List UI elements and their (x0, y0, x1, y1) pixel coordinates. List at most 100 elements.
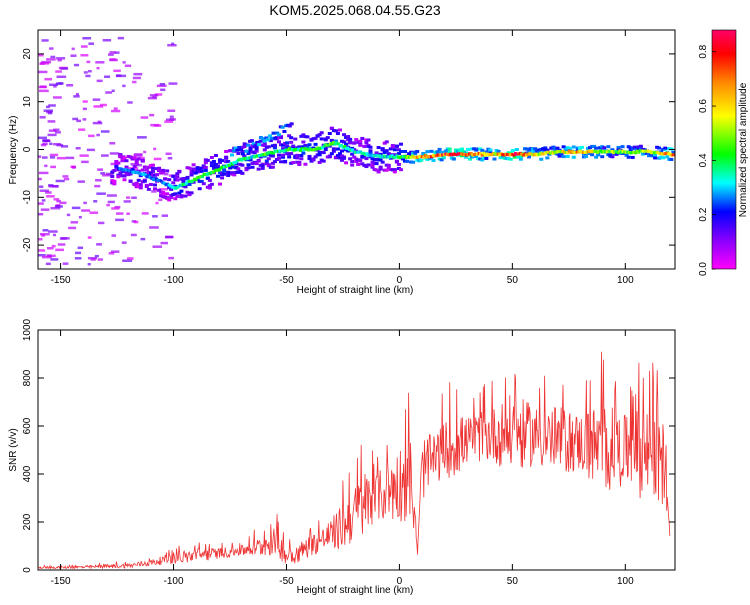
spectrogram-halo-cell (636, 145, 641, 149)
spectrogram-halo-cell (368, 145, 373, 149)
spectrogram-noise-cell (71, 206, 81, 210)
spectrogram-halo-cell (295, 153, 300, 157)
figure-title: KOM5.2025.068.04.55.G23 (269, 2, 440, 18)
spectrogram-halo-cell (506, 157, 511, 161)
spectrogram-halo-cell (260, 164, 265, 168)
spectrogram-xtick-label: -150 (51, 275, 71, 286)
spectrogram-halo-cell (364, 157, 369, 161)
spectrogram-halo-cell (264, 159, 269, 163)
spectrogram-noise-cell (130, 233, 137, 237)
spectrogram-noise-cell (52, 233, 56, 237)
spectrogram-noise-cell (41, 39, 49, 42)
spectrogram-halo-cell (262, 144, 267, 148)
spectrogram-halo-cell (539, 147, 544, 151)
spectrogram-halo-cell (289, 161, 294, 165)
spectrogram-halo-cell (378, 152, 383, 156)
spectrogram-halo-cell (224, 156, 229, 160)
spectrogram-halo-cell (319, 131, 324, 135)
spectrogram-halo-cell (478, 147, 483, 151)
spectrogram-halo-cell (179, 189, 184, 193)
spectrogram-trace-cell (660, 152, 664, 156)
spectrogram-trace-cell (177, 185, 181, 189)
spectrogram-halo-cell (392, 153, 397, 157)
spectrogram-trace-cell (186, 179, 190, 183)
spectrogram-halo-cell (120, 159, 125, 163)
spectrogram-halo-cell (118, 171, 123, 175)
spectrogram-halo-cell (335, 155, 340, 159)
spectrogram-noise-cell (111, 234, 116, 237)
spectrogram-trace-cell (556, 150, 560, 154)
spectrogram-halo-cell (236, 167, 241, 171)
spectrogram-halo-cell (364, 165, 369, 169)
spectrogram-noise-cell (38, 70, 48, 74)
spectrogram-noise-cell (150, 123, 160, 127)
colorbar-label: Normalized spectral amplitude (738, 82, 749, 217)
spectrogram-halo-cell (331, 147, 336, 151)
spectrogram-trace-cell (642, 149, 646, 153)
spectrogram-halo-cell (250, 165, 255, 169)
spectrogram-halo-cell (226, 170, 231, 174)
spectrogram-halo-cell (197, 179, 202, 183)
spectrogram-noise-cell (124, 64, 132, 68)
spectrogram-trace-cell (610, 150, 614, 154)
spectrogram-halo-cell (372, 161, 377, 165)
spectrogram-noise-cell (96, 192, 106, 195)
spectrogram-trace-cell (594, 150, 598, 154)
spectrogram-noise-cell (42, 139, 50, 142)
spectrogram-noise-cell (111, 207, 120, 210)
spectrogram-noise-cell (149, 94, 159, 97)
spectrogram-branch-cell (280, 125, 285, 129)
spectrogram-trace-cell (457, 152, 461, 156)
spectrogram-halo-cell (165, 169, 170, 173)
spectrogram-halo-cell (522, 147, 527, 151)
spectrogram-trace-cell (172, 186, 176, 190)
spectrogram-branch-cell (282, 129, 287, 133)
spectrogram-halo-cell (592, 144, 597, 148)
spectrogram-halo-cell (350, 146, 355, 150)
spectrogram-trace-cell (333, 142, 337, 146)
spectrogram-halo-cell (260, 166, 265, 170)
spectrogram-trace-cell (447, 153, 451, 157)
spectrogram-noise-cell (68, 226, 77, 230)
spectrogram-halo-cell (307, 143, 312, 147)
spectrogram-trace-cell (237, 158, 241, 162)
spectrogram-trace-cell (412, 155, 416, 159)
spectrogram-halo-cell (537, 148, 542, 152)
spectrogram-noise-cell (40, 62, 50, 65)
spectrogram-noise-cell (161, 214, 169, 217)
spectrogram-halo-cell (529, 147, 534, 151)
spectrogram-halo-cell (181, 177, 186, 181)
spectrogram-trace-cell (596, 150, 600, 154)
spectrogram-halo-cell (608, 153, 613, 157)
spectrogram-halo-cell (340, 149, 345, 153)
spectrogram-halo-cell (384, 163, 389, 167)
spectrogram-trace-cell (200, 175, 204, 179)
spectrogram-trace-cell (515, 152, 519, 156)
spectrogram-noise-cell (86, 148, 95, 152)
spectrogram-noise-cell (81, 45, 88, 48)
spectrogram-halo-cell (118, 153, 123, 157)
spectrogram-trace-cell (281, 149, 285, 153)
spectrogram-noise-cell (95, 179, 102, 182)
spectrogram-trace-cell (376, 154, 380, 158)
spectrogram-halo-cell (262, 148, 267, 152)
spectrogram-halo-cell (211, 164, 216, 168)
spectrogram-halo-cell (183, 184, 188, 188)
spectrogram-halo-cell (215, 164, 220, 168)
spectrogram-noise-cell (88, 42, 95, 45)
spectrogram-trace-cell (438, 153, 442, 157)
spectrogram-noise-cell (45, 262, 51, 266)
spectrogram-trace-cell (428, 155, 432, 159)
spectrogram-halo-cell (268, 139, 273, 143)
spectrogram-halo-cell (474, 155, 479, 159)
spectrogram-halo-cell (161, 195, 166, 199)
spectrogram-trace-cell (409, 155, 413, 159)
spectrogram-trace-cell (205, 172, 209, 176)
spectrogram-noise-cell (169, 115, 174, 119)
spectrogram-noise-cell (82, 107, 87, 111)
spectrogram-halo-cell (276, 140, 281, 144)
spectrogram-trace-cell (374, 153, 378, 157)
spectrogram-halo-cell (155, 167, 160, 171)
spectrogram-halo-cell (372, 158, 377, 162)
spectrogram-trace-cell (155, 177, 159, 181)
